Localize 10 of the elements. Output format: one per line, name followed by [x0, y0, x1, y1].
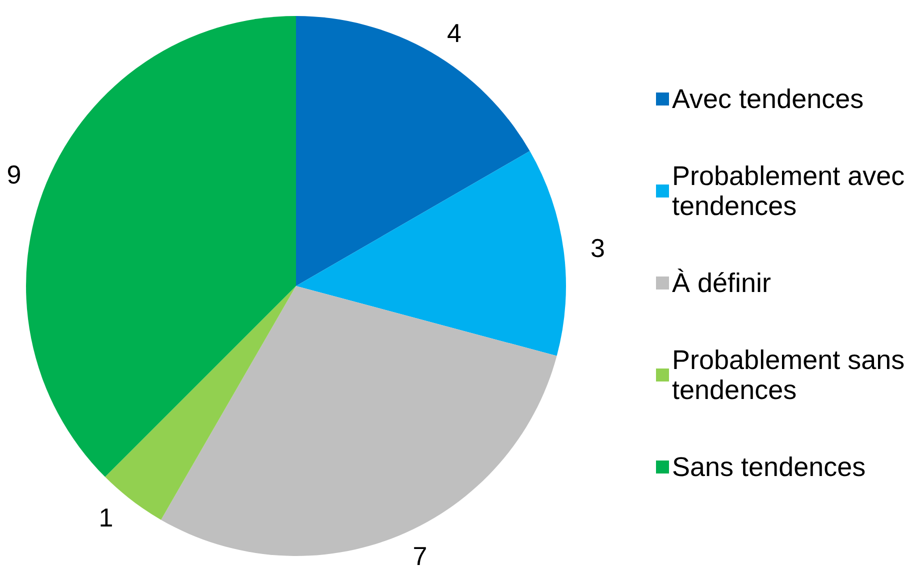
legend-label: Probablement sans tendences	[672, 345, 912, 405]
legend-label: À définir	[672, 268, 772, 298]
legend-label: Sans tendences	[672, 452, 866, 482]
data-label: 3	[590, 232, 605, 263]
legend-label: Avec tendences	[672, 84, 864, 114]
data-label: 7	[412, 540, 428, 571]
legend-label: Probablement avec tendences	[672, 161, 912, 221]
data-label: 1	[98, 502, 114, 533]
data-label: 9	[6, 159, 22, 190]
data-label: 4	[447, 18, 462, 48]
